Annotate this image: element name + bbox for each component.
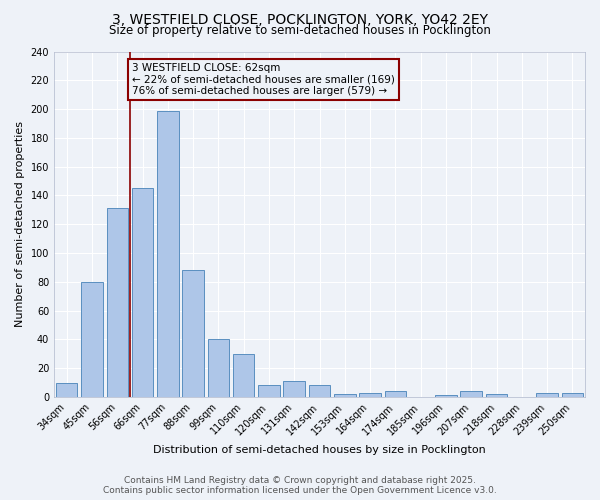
Bar	[81, 282, 103, 397]
Y-axis label: Number of semi-detached properties: Number of semi-detached properties	[15, 121, 25, 327]
Bar	[258, 386, 280, 397]
Bar	[359, 392, 381, 397]
Bar	[385, 391, 406, 397]
Bar	[283, 381, 305, 397]
Bar	[486, 394, 507, 397]
Bar	[536, 392, 558, 397]
Bar	[107, 208, 128, 397]
Bar	[233, 354, 254, 397]
Bar	[562, 392, 583, 397]
Bar	[132, 188, 153, 397]
Bar	[182, 270, 204, 397]
Bar	[56, 382, 77, 397]
Bar	[435, 396, 457, 397]
Text: 3, WESTFIELD CLOSE, POCKLINGTON, YORK, YO42 2EY: 3, WESTFIELD CLOSE, POCKLINGTON, YORK, Y…	[112, 12, 488, 26]
Bar	[460, 391, 482, 397]
Text: Contains HM Land Registry data © Crown copyright and database right 2025.
Contai: Contains HM Land Registry data © Crown c…	[103, 476, 497, 495]
Bar	[309, 386, 330, 397]
Bar	[334, 394, 356, 397]
Bar	[208, 340, 229, 397]
Text: 3 WESTFIELD CLOSE: 62sqm
← 22% of semi-detached houses are smaller (169)
76% of : 3 WESTFIELD CLOSE: 62sqm ← 22% of semi-d…	[133, 63, 395, 96]
X-axis label: Distribution of semi-detached houses by size in Pocklington: Distribution of semi-detached houses by …	[153, 445, 486, 455]
Bar	[157, 110, 179, 397]
Text: Size of property relative to semi-detached houses in Pocklington: Size of property relative to semi-detach…	[109, 24, 491, 37]
